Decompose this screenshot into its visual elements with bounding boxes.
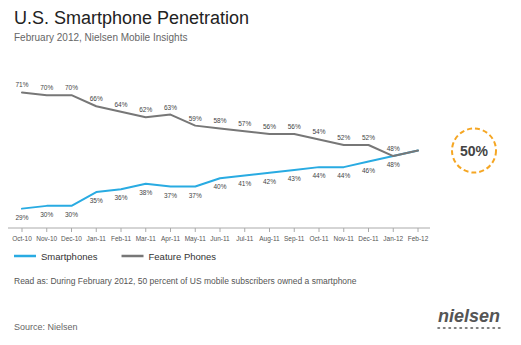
data-label: 70% xyxy=(65,84,78,91)
x-tick xyxy=(46,228,47,232)
data-label: 40% xyxy=(213,183,226,190)
data-label: 66% xyxy=(90,95,103,102)
logo-underline xyxy=(438,327,500,329)
legend-item: Smartphones xyxy=(14,251,98,262)
data-label: 37% xyxy=(189,192,202,199)
x-tick xyxy=(269,228,270,232)
data-label: 70% xyxy=(40,84,53,91)
data-label: 56% xyxy=(263,123,276,130)
x-tick-label: Jan-12 xyxy=(383,235,403,242)
x-tick-label: Jun-11 xyxy=(210,235,230,242)
logo: nielsen xyxy=(438,306,500,326)
note: Read as: During February 2012, 50 percen… xyxy=(14,276,357,286)
data-label: 58% xyxy=(213,117,226,124)
data-label: 59% xyxy=(189,115,202,122)
x-tick xyxy=(71,228,72,232)
background xyxy=(0,0,521,345)
x-tick xyxy=(368,228,369,232)
data-label: 63% xyxy=(164,104,177,111)
subtitle: February 2012, Nielsen Mobile Insights xyxy=(14,32,187,43)
x-tick xyxy=(244,228,245,232)
data-label: 48% xyxy=(387,145,400,152)
chart: U.S. Smartphone Penetration February 2012… xyxy=(0,0,521,345)
data-label: 62% xyxy=(139,106,152,113)
x-tick xyxy=(96,228,97,232)
x-tick-label: May-11 xyxy=(185,235,207,243)
data-label: 71% xyxy=(15,81,28,88)
x-tick-label: Apr-11 xyxy=(161,235,180,243)
x-tick-label: Feb-12 xyxy=(408,235,429,242)
data-label: 30% xyxy=(40,211,53,218)
x-tick-label: Dec-11 xyxy=(358,235,379,242)
x-tick-label: Aug-11 xyxy=(259,235,280,243)
x-tick xyxy=(418,228,419,232)
x-tick-label: Sep-11 xyxy=(284,235,305,243)
x-tick-label: Oct-10 xyxy=(12,235,32,242)
x-tick xyxy=(170,228,171,232)
data-label: 37% xyxy=(164,192,177,199)
highlight-label: 50% xyxy=(460,143,489,159)
title: U.S. Smartphone Penetration xyxy=(14,8,249,28)
x-tick xyxy=(319,228,320,232)
data-label: 46% xyxy=(362,167,375,174)
data-label: 42% xyxy=(263,178,276,185)
x-tick xyxy=(220,228,221,232)
x-tick-label: Jan-11 xyxy=(87,235,107,242)
x-tick xyxy=(393,228,394,232)
x-tick-label: Oct-11 xyxy=(309,235,328,242)
data-label: 30% xyxy=(65,211,78,218)
data-label: 36% xyxy=(114,194,127,201)
data-label: 44% xyxy=(337,172,350,179)
data-label: 64% xyxy=(114,101,127,108)
x-tick xyxy=(343,228,344,232)
data-label: 35% xyxy=(90,197,103,204)
data-label: 41% xyxy=(238,180,251,187)
data-label: 54% xyxy=(312,128,325,135)
series-line xyxy=(22,151,418,209)
x-tick-label: Nov-11 xyxy=(334,235,355,242)
legend-label: Smartphones xyxy=(41,251,98,262)
data-label: 43% xyxy=(288,175,301,182)
highlight-circle xyxy=(452,129,496,173)
x-tick-label: Mar-11 xyxy=(136,235,156,242)
legend-item: Feature Phones xyxy=(122,251,217,262)
x-tick-label: Jul-11 xyxy=(236,235,254,242)
data-label: 56% xyxy=(288,123,301,130)
x-tick xyxy=(121,228,122,232)
x-tick-label: Feb-11 xyxy=(111,235,131,242)
x-tick xyxy=(145,228,146,232)
x-tick xyxy=(294,228,295,232)
legend-swatch xyxy=(14,255,36,258)
data-label: 48% xyxy=(387,161,400,168)
data-label: 29% xyxy=(15,214,28,221)
series-line xyxy=(22,92,418,156)
data-label: 57% xyxy=(238,120,251,127)
legend-label: Feature Phones xyxy=(149,251,217,262)
data-label: 52% xyxy=(337,134,350,141)
legend-swatch xyxy=(122,255,144,258)
x-tick xyxy=(22,228,23,232)
data-label: 52% xyxy=(362,134,375,141)
x-tick xyxy=(195,228,196,232)
lines xyxy=(22,92,418,208)
data-label: 44% xyxy=(312,172,325,179)
x-tick-label: Dec-10 xyxy=(61,235,82,242)
source: Source: Nielsen xyxy=(14,322,78,332)
data-label: 38% xyxy=(139,189,152,196)
x-tick-label: Nov-10 xyxy=(36,235,57,242)
